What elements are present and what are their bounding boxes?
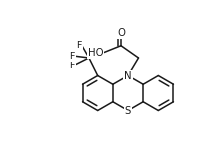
Text: O: O — [117, 28, 125, 38]
Text: F: F — [70, 52, 75, 61]
Text: F: F — [70, 61, 75, 70]
Text: S: S — [125, 106, 131, 115]
Text: F: F — [77, 41, 82, 50]
Text: HO: HO — [88, 48, 104, 58]
Text: N: N — [124, 70, 132, 81]
